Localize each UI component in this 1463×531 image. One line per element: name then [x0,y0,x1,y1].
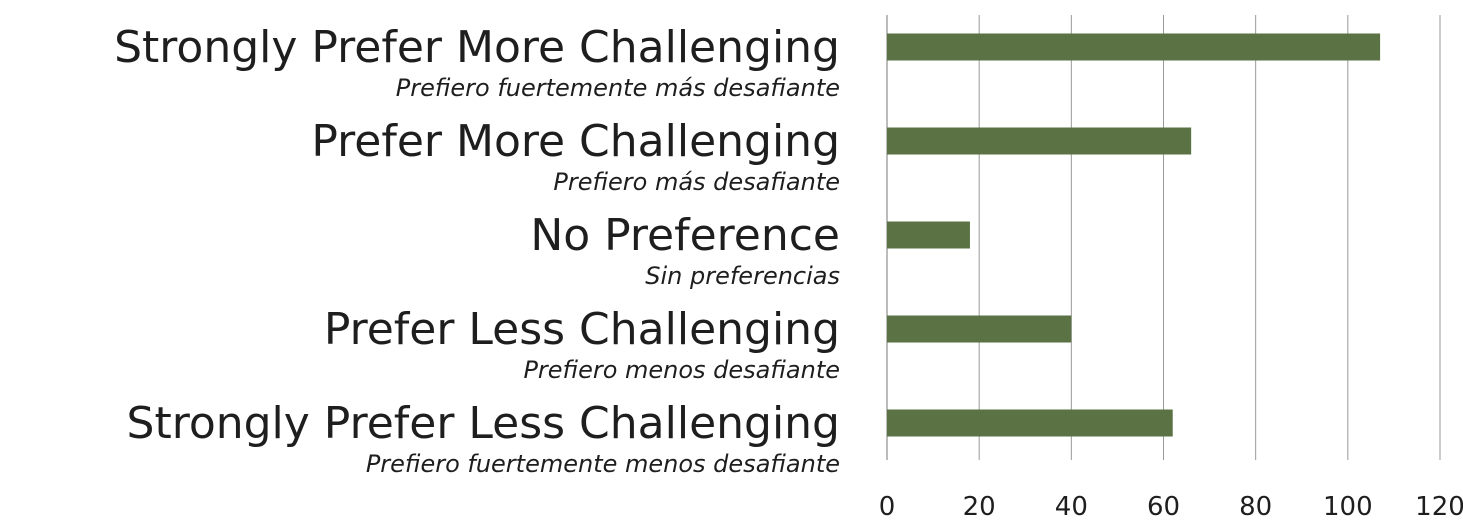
x-tick-label: 120 [1415,492,1463,522]
bar [887,409,1173,437]
x-tick-label: 40 [1055,492,1088,522]
bar [887,33,1381,61]
category-translation: Prefiero menos desafiante [523,356,840,384]
category-label: Strongly Prefer Less Challenging [127,398,840,449]
category-translation: Prefiero fuertemente más desafiante [396,74,840,102]
x-tick-label: 100 [1323,492,1373,522]
category-translation: Prefiero fuertemente menos desafiante [366,450,840,478]
bar [887,315,1072,343]
x-tick-label: 80 [1239,492,1272,522]
bar [887,127,1192,155]
x-tick-label: 0 [879,492,896,522]
category-translation: Prefiero más desafiante [553,168,840,196]
x-tick-label: 20 [963,492,996,522]
x-tick-label: 60 [1147,492,1180,522]
category-label: Prefer More Challenging [311,116,840,167]
category-translation: Sin preferencias [645,262,840,290]
category-label: No Preference [530,210,840,261]
category-label: Prefer Less Challenging [324,304,840,355]
category-label: Strongly Prefer More Challenging [114,22,840,73]
bar [887,221,970,249]
